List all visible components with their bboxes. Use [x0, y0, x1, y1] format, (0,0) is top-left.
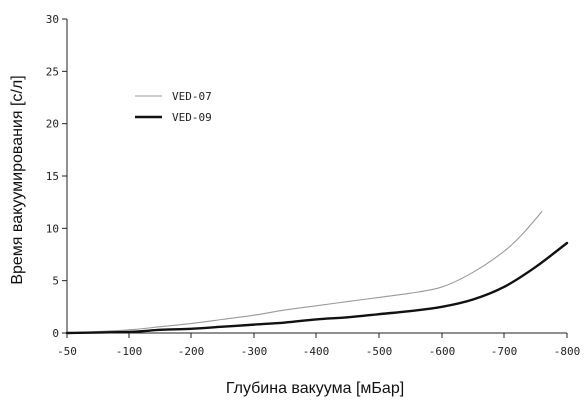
- y-tick-label: 15: [46, 170, 59, 183]
- series-line-ved-07: [66, 211, 543, 334]
- y-tick-label: 30: [46, 13, 59, 26]
- series-layer: [65, 211, 569, 335]
- x-tick-label: -50: [57, 345, 77, 358]
- legend-label: VED-07: [172, 90, 212, 103]
- x-tick-label: -400: [303, 345, 330, 358]
- y-tick-label: 0: [52, 327, 59, 340]
- y-axis-title: Время вакуумирования [с/л]: [9, 75, 26, 284]
- y-tick-label: 5: [52, 275, 59, 288]
- x-tick-label: -800: [554, 345, 581, 358]
- axes: [66, 19, 567, 334]
- legend-label: VED-09: [172, 111, 212, 124]
- x-tick-label: -300: [241, 345, 268, 358]
- x-tick-label: -700: [491, 345, 518, 358]
- x-tick-label: -100: [116, 345, 143, 358]
- y-tick-label: 25: [46, 65, 59, 78]
- x-tick-label: -600: [429, 345, 456, 358]
- y-tick-label: 10: [46, 222, 59, 235]
- x-ticks: -50 -100 -200 -300 -400 -500 -600 -700 -800: [57, 333, 580, 358]
- series-line-ved-09: [65, 241, 569, 335]
- x-tick-label: -500: [366, 345, 393, 358]
- y-tick-label: 20: [46, 118, 59, 131]
- y-ticks: 0 5 10 15 20 25 30: [46, 13, 67, 340]
- x-tick-label: -200: [178, 345, 205, 358]
- x-axis-title: Глубина вакуума [мБар]: [226, 380, 404, 397]
- legend: VED-07 VED-09: [135, 90, 212, 124]
